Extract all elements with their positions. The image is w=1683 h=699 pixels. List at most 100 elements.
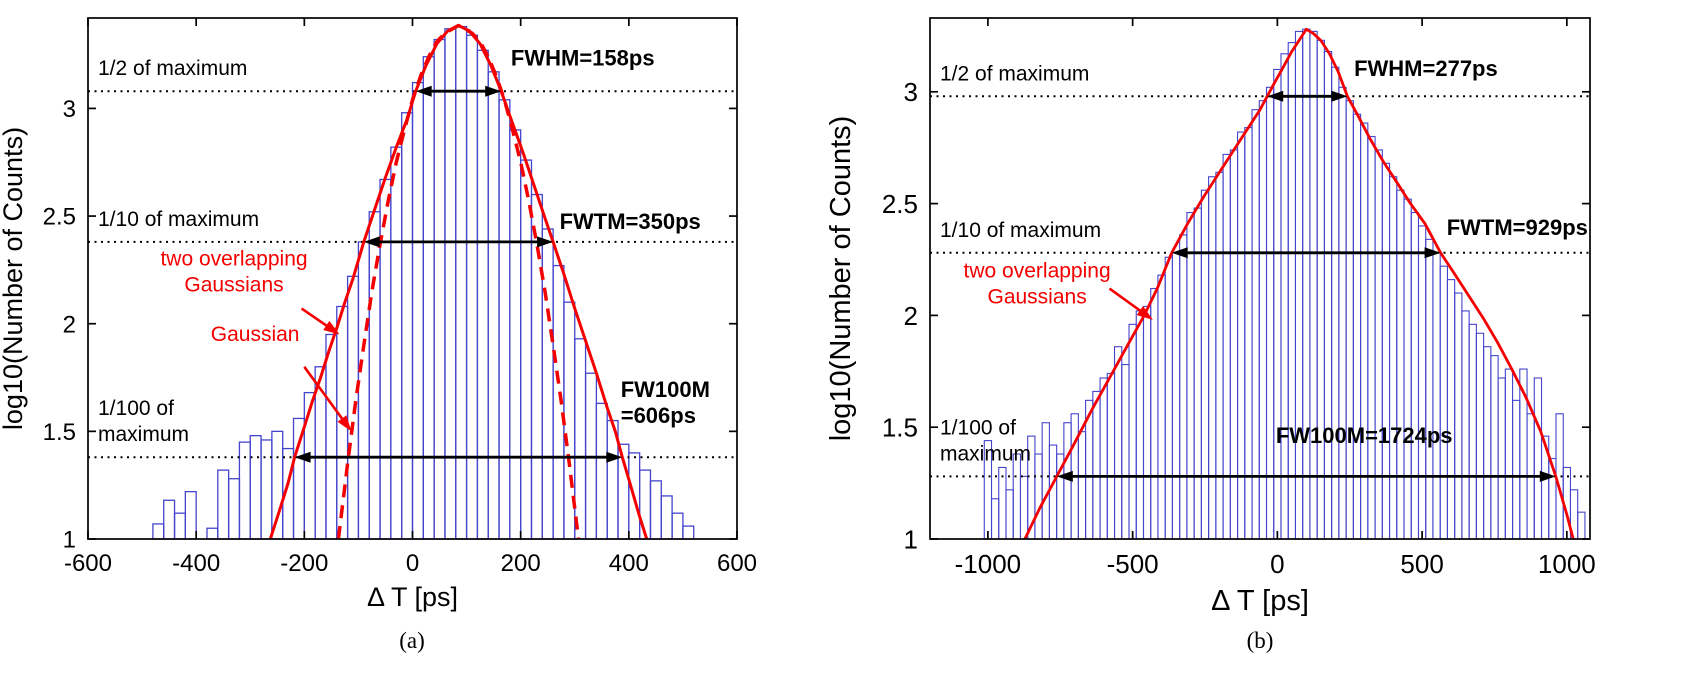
x-tick-label: -200 [280, 550, 328, 577]
histogram-bar [184, 490, 197, 540]
histogram-bar [1099, 377, 1108, 540]
x-tick-label: 200 [501, 550, 541, 577]
histogram-bar [1034, 453, 1043, 540]
reference-line-label: 1/2 of maximum [940, 62, 1089, 85]
arrowhead-icon [323, 320, 340, 335]
arrowhead-icon [1056, 470, 1073, 482]
histogram-bar [1302, 28, 1311, 540]
histogram-bar [1215, 171, 1224, 540]
histogram-bar [1019, 475, 1029, 540]
histogram-bar [1041, 422, 1050, 540]
histogram-bar [1237, 131, 1246, 540]
histogram-bar [455, 25, 468, 540]
histogram-bar [217, 469, 230, 540]
histogram-bar [1388, 176, 1398, 540]
histogram-bar [346, 275, 360, 540]
x-tick-label: 500 [1400, 549, 1443, 579]
histogram-bar [487, 71, 500, 540]
histogram-bar [206, 527, 219, 540]
histogram-bar [1048, 444, 1058, 540]
histogram-bar [639, 469, 652, 540]
panel-b-caption: (b) [1246, 628, 1274, 653]
histogram-bar [649, 480, 662, 540]
histogram-bar [1258, 100, 1268, 540]
arrowhead-icon [1424, 247, 1441, 259]
y-tick-label: 1 [904, 524, 918, 554]
histogram-bar [1287, 42, 1297, 540]
histogram-bar [1497, 377, 1506, 540]
width-arrow-label: FW100M=1724ps [1276, 423, 1453, 448]
y-axis-label: log10(Number of Counts) [825, 116, 857, 442]
figure-row: 1/2 of maximum 1/10 of maximum 1/100 of max… [0, 12, 1680, 654]
panel-a: 1/2 of maximum 1/10 of maximum 1/100 of max… [0, 12, 800, 654]
histogram-bars [983, 28, 1586, 540]
width-arrow-label: FW100M =606ps [621, 377, 710, 428]
histogram-bar [379, 178, 392, 540]
histogram-bar [1468, 323, 1477, 540]
x-tick-label: -400 [172, 550, 220, 577]
x-tick-label: 0 [406, 550, 419, 577]
width-arrow-label: FWHM=277ps [1354, 56, 1498, 81]
x-axis-label: Δ T [ps] [1211, 585, 1309, 617]
x-tick-label: 400 [609, 550, 649, 577]
histogram-bar [271, 430, 284, 540]
histogram-bar [498, 99, 511, 540]
histogram-bar [1323, 50, 1333, 540]
y-tick-label: 2.5 [43, 204, 76, 231]
histogram-bar [1005, 489, 1014, 540]
width-arrow-label: FWHM=158ps [511, 45, 655, 70]
y-tick-label: 1.5 [43, 419, 76, 446]
histogram-bar [163, 499, 176, 540]
histogram-bar [1316, 39, 1325, 540]
histogram-bar [1454, 292, 1463, 540]
x-axis-label: Δ T [ps] [367, 582, 458, 612]
histogram-bar [1265, 86, 1275, 540]
histogram-bar [1381, 162, 1391, 540]
histogram-bar [1512, 399, 1521, 540]
annotation-arrow [303, 366, 347, 425]
histogram-bar [249, 435, 262, 540]
histogram-bar [1222, 153, 1231, 540]
histogram-bar [1142, 305, 1152, 540]
y-tick-label: 2.5 [882, 189, 918, 219]
annotation-arrow [1108, 287, 1146, 316]
histogram-bar [1331, 66, 1340, 540]
histogram-bar [401, 112, 414, 540]
histogram-bar [1425, 238, 1434, 540]
panel-a-caption: (a) [399, 628, 425, 653]
histogram-bar [595, 402, 608, 540]
histogram-bar [671, 512, 684, 540]
histogram-bar [422, 56, 435, 540]
histogram-bar [152, 523, 165, 540]
histogram-bar [682, 525, 695, 540]
histogram-bar [1179, 234, 1188, 540]
histogram-bar [1410, 211, 1420, 540]
arrowhead-icon [1171, 247, 1188, 259]
annotation-text: Gaussian [211, 323, 300, 346]
histogram-bar [325, 333, 338, 540]
histogram-bar [1157, 274, 1166, 540]
reference-line-label: 1/10 of maximum [98, 208, 259, 231]
histogram-bar [574, 338, 587, 540]
histogram-bar [1504, 368, 1514, 540]
histogram-bar [998, 466, 1007, 540]
histogram-bar [1200, 189, 1210, 540]
histogram-bar [173, 512, 186, 540]
reference-line-label: 1/2 of maximum [98, 57, 247, 80]
histogram-bar [1229, 149, 1239, 540]
histogram-bar [1121, 364, 1130, 540]
histogram-bar [1113, 346, 1123, 540]
histogram-bar [1012, 453, 1022, 540]
histogram-bar [1475, 332, 1485, 540]
annotation-text: two overlapping Gaussians [160, 248, 307, 297]
fit-curve-dashed [336, 23, 581, 540]
histogram-bar [1128, 323, 1137, 540]
histogram-bar [990, 498, 1000, 540]
histogram-bar [1208, 176, 1217, 540]
histogram-bar [1446, 279, 1456, 540]
histogram-bar [1092, 390, 1101, 540]
panel-b: 1/2 of maximum 1/10 of maximum 1/100 of max… [800, 12, 1680, 654]
reference-line-label: 1/100 of maximum [940, 416, 1031, 465]
fit-curve-solid [268, 24, 649, 540]
y-tick-label: 2 [904, 301, 918, 331]
